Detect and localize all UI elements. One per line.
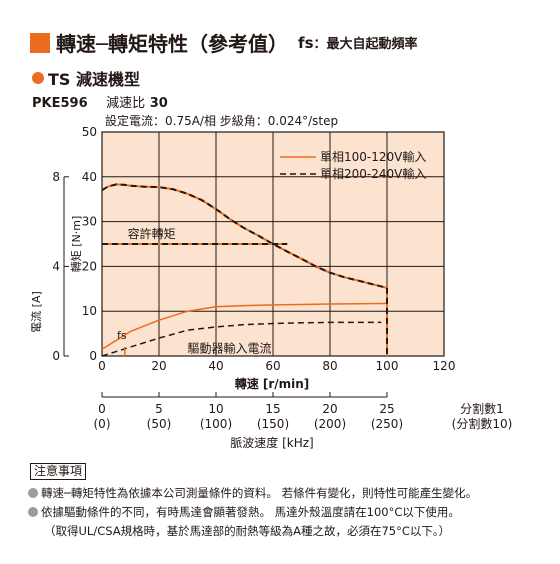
series-label: TS 減速機型: [48, 70, 141, 89]
orange-square-icon: [30, 32, 50, 53]
note-item: 依據驅動條件的不同，有時馬達會顯著發熱。 馬達外殼溫度請在100°C以下使用。: [28, 504, 460, 520]
current-tick-label: 4: [52, 259, 60, 273]
note-item: 轉速─轉矩特性為依據本公司測量條件的資料。 若條件有變化，則特性可能產生變化。: [28, 485, 477, 501]
y-tick-label: 40: [82, 170, 97, 184]
y-tick-label: 10: [82, 304, 97, 318]
model-line: PKE596 減速比 30: [32, 92, 168, 111]
current-tick-label: 0: [52, 349, 60, 363]
note-sub-item: （取得UL/CSA規格時，基於馬達部的耐熱等級為A種之故，必須在75°C以下。）: [44, 524, 451, 538]
pulse-axis-label: 脈波速度 [kHz]: [230, 435, 313, 450]
x-tick-label: 0: [98, 359, 106, 373]
pulse-tick-khz: 15: [265, 402, 280, 416]
bullet-icon: [28, 488, 38, 498]
pulse-tick-khz: 25: [379, 402, 394, 416]
current-tick-label: 8: [52, 170, 60, 184]
y-tick-label: 30: [82, 215, 97, 229]
ratio-label: 減速比: [106, 96, 146, 111]
current-curve-label: 驅動器輸入電流: [188, 341, 272, 356]
pulse-div1-label: 分割數1: [460, 401, 504, 416]
x-tick-label: 40: [208, 359, 223, 373]
pulse-tick-khz: 10: [208, 402, 223, 416]
drive-conditions: 設定電流：0.75A/相 步級角：0.024°/step: [105, 114, 339, 128]
torque-curve: [101, 183, 388, 289]
x-tick-label: 20: [151, 359, 166, 373]
fs-description: ：最大自起動頻率: [313, 37, 418, 52]
y-tick-label: 0: [89, 349, 97, 363]
pulse-tick-khz: 5: [155, 402, 163, 416]
notes-title: 注意事項: [30, 463, 87, 480]
legend-label: 單相200-240V輸入: [320, 166, 426, 181]
pulse-div10-label: (分割數10): [452, 416, 513, 431]
current-curve: [101, 321, 382, 357]
pulse-tick-div10: (150): [257, 417, 289, 431]
pulse-tick-div10: (200): [314, 417, 346, 431]
bullet-icon: [28, 507, 38, 517]
page-title: 轉速─轉矩特性（參考值）: [56, 32, 289, 56]
header: 轉速─轉矩特性（參考值） fs ：最大自起動頻率: [30, 28, 418, 57]
y-tick-label: 20: [82, 259, 97, 273]
series-heading: TS 減速機型: [32, 66, 140, 90]
pulse-tick-div10: (50): [147, 417, 172, 431]
model-name: PKE596: [32, 96, 88, 111]
x-tick-label: 100: [376, 359, 399, 373]
x-tick-label: 120: [433, 359, 456, 373]
current-curve: [101, 302, 388, 350]
fs-label: fs: [117, 329, 127, 342]
orange-dot-icon: [32, 72, 44, 84]
torque-axis-label: 轉矩 [N·m]: [70, 216, 83, 273]
pulse-tick-div10: (0): [94, 417, 111, 431]
x-axis-label: 轉速 [r/min]: [235, 376, 310, 391]
ratio-value: 30: [149, 96, 168, 111]
y-tick-label: 50: [82, 125, 97, 139]
x-tick-label: 60: [265, 359, 280, 373]
pulse-tick-khz: 20: [322, 402, 337, 416]
pulse-tick-div10: (100): [200, 417, 232, 431]
x-tick-label: 80: [322, 359, 337, 373]
legend-label: 單相100-120V輸入: [320, 149, 426, 164]
permissible-torque-label: 容許轉矩: [128, 226, 176, 241]
pulse-tick-khz: 0: [98, 402, 106, 416]
fs-label: fs: [298, 33, 314, 52]
pulse-tick-div10: (250): [371, 417, 403, 431]
current-axis-label: 電流 [A]: [29, 291, 43, 333]
